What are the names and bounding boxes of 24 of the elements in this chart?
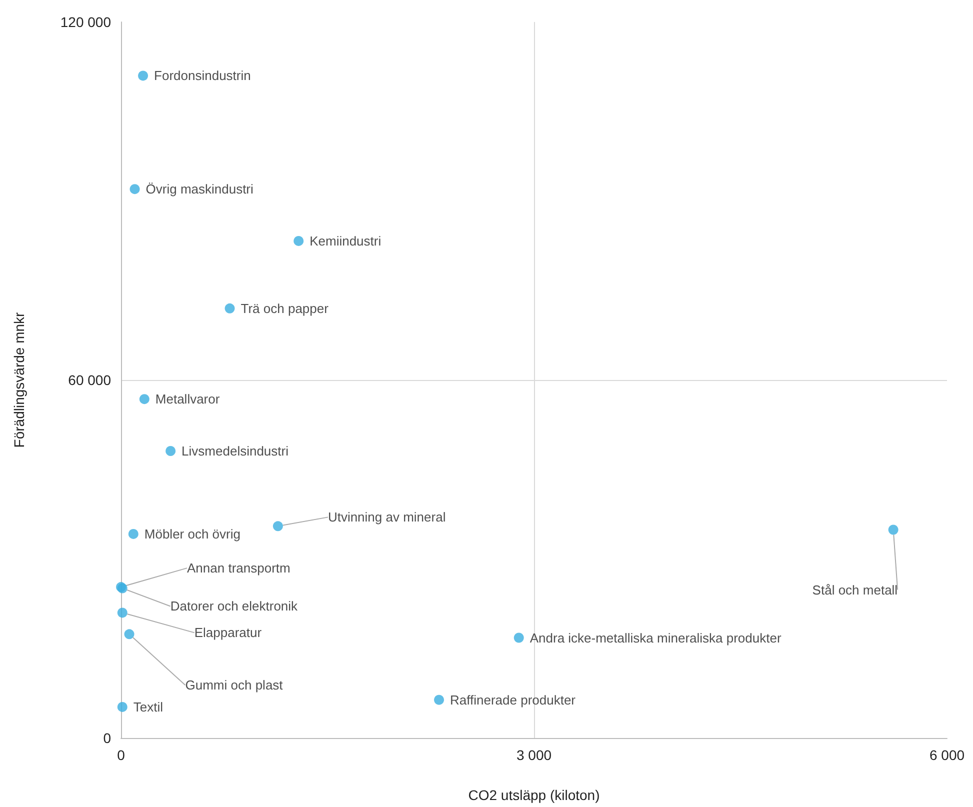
x-axis-title: CO2 utsläpp (kiloton) — [468, 787, 600, 803]
data-label: Livsmedelsindustri — [182, 444, 289, 459]
y-tick-label: 60 000 — [68, 372, 112, 388]
data-label: Raffinerade produkter — [450, 692, 576, 708]
data-label: Elapparatur — [194, 625, 262, 640]
data-label: Utvinning av mineral — [328, 510, 446, 525]
data-label: Fordonsindustrin — [154, 68, 251, 84]
data-label: Gummi och plast — [185, 678, 284, 693]
data-label: Övrig maskindustri — [146, 182, 254, 197]
data-label: Stål och metall — [812, 582, 898, 598]
data-label: Metallvaror — [155, 392, 220, 407]
data-label: Andra icke-metalliska mineraliska produkter — [530, 630, 782, 646]
data-label: Kemiindustri — [310, 233, 382, 248]
y-tick-label: 120 000 — [60, 14, 112, 30]
x-tick-label: 6 000 — [929, 747, 965, 763]
x-tick-label: 0 — [117, 747, 126, 763]
y-tick-label: 0 — [103, 730, 112, 746]
data-label: Annan transportm — [187, 560, 290, 576]
data-label: Datorer och elektronik — [170, 598, 298, 614]
y-axis-title: Förädlingsvärde mnkr — [11, 312, 27, 448]
data-label: Trä och papper — [240, 300, 330, 316]
x-tick-label: 3 000 — [516, 747, 552, 763]
data-label: Möbler och övrig — [144, 526, 240, 542]
data-label: Textil — [133, 699, 164, 714]
